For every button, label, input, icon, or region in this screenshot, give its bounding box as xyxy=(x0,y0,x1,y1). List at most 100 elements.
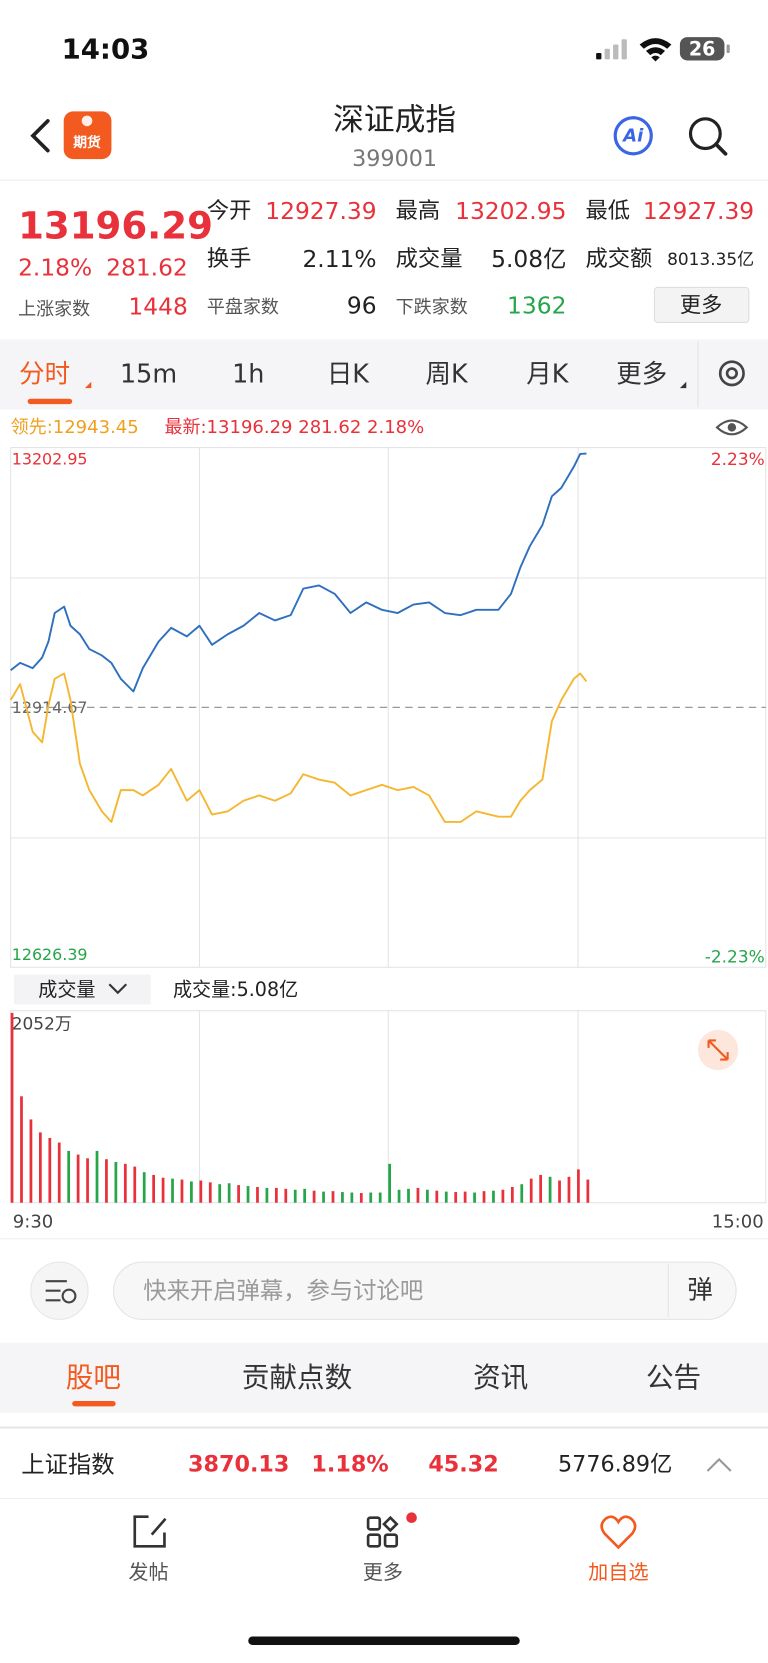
volume-bar xyxy=(265,1187,269,1203)
expand-ticker[interactable] xyxy=(706,1457,732,1472)
stat-value: 8013.35亿 xyxy=(667,249,754,269)
content-tab[interactable]: 资讯 xyxy=(473,1361,528,1394)
content-tab[interactable]: 公告 xyxy=(646,1361,701,1394)
volume-bar xyxy=(114,1161,118,1203)
volume-bar xyxy=(397,1189,401,1203)
stat-value: 13202.95 xyxy=(455,197,566,225)
index-code: 399001 xyxy=(352,146,437,172)
toolbar-label[interactable]: 发帖 xyxy=(128,1560,168,1584)
period-tab[interactable]: 日K xyxy=(327,359,370,389)
price-line xyxy=(10,452,587,693)
eye-icon[interactable] xyxy=(715,419,749,436)
post-icon[interactable] xyxy=(133,1515,167,1548)
change: 281.62 xyxy=(106,253,188,281)
stat-value: 12927.39 xyxy=(265,197,376,225)
back-button[interactable] xyxy=(30,119,50,153)
eye-pupil xyxy=(727,423,737,432)
lead-line xyxy=(9,672,588,823)
volume-selector-label[interactable]: 成交量 xyxy=(38,978,95,1001)
volume-bar xyxy=(435,1190,439,1203)
volume-bar xyxy=(86,1158,89,1203)
volume-bar xyxy=(95,1150,99,1203)
volume-bar xyxy=(303,1188,307,1203)
volume-bar xyxy=(180,1179,184,1203)
volume-bar xyxy=(199,1180,203,1203)
volume-bar xyxy=(444,1191,448,1203)
settings-button[interactable] xyxy=(718,360,745,387)
volume-bar xyxy=(171,1178,174,1203)
battery-level: 26 xyxy=(689,37,716,60)
volume-bar xyxy=(322,1191,325,1203)
volume-bar xyxy=(567,1176,571,1203)
volume-bar xyxy=(331,1191,335,1203)
comment-input[interactable] xyxy=(113,1261,737,1320)
volume-bar xyxy=(246,1186,250,1203)
ticker-change-pct: 1.18% xyxy=(311,1452,388,1478)
period-tab[interactable]: 更多 xyxy=(616,359,667,389)
volume-total: 成交量:5.08亿 xyxy=(173,978,298,1001)
ai-button[interactable] xyxy=(613,116,653,156)
content-tab[interactable]: 股吧 xyxy=(66,1361,121,1394)
content-tab[interactable]: 贡献点数 xyxy=(242,1361,352,1394)
stat-value: 2.11% xyxy=(302,245,376,273)
volume-bar xyxy=(57,1142,61,1203)
stat-label: 下跌家数 xyxy=(396,297,468,318)
danmu-icon-dot xyxy=(61,1288,77,1304)
volume-bar xyxy=(341,1192,344,1203)
period-tab[interactable]: 月K xyxy=(526,359,569,389)
volume-bar xyxy=(454,1192,458,1203)
volume-bar xyxy=(237,1185,240,1203)
ai-label: Ai xyxy=(621,125,644,146)
tab-caret xyxy=(84,381,92,389)
volume-bar xyxy=(482,1191,486,1203)
volume-bar xyxy=(492,1190,495,1203)
stat-value: 5.08亿 xyxy=(491,245,566,273)
y2-tick-label: -2.23% xyxy=(705,947,765,967)
volume-bar xyxy=(577,1169,580,1203)
volume-bar xyxy=(520,1184,524,1203)
y-tick-label: 12914.67 xyxy=(12,698,88,717)
stat-label: 最高 xyxy=(396,198,441,224)
tab-caret xyxy=(679,381,687,389)
volume-bar xyxy=(208,1182,212,1203)
period-tab[interactable]: 1h xyxy=(232,359,264,389)
y-tick-label: 12626.39 xyxy=(12,945,88,964)
volume-bar xyxy=(312,1190,316,1203)
comment-placeholder[interactable]: 快来开启弹幕，参与讨论吧 xyxy=(143,1277,423,1305)
toolbar-label[interactable]: 加自选 xyxy=(588,1560,648,1584)
volume-selector[interactable] xyxy=(13,974,151,1005)
ticker-bar[interactable] xyxy=(0,1426,768,1499)
more-icon[interactable] xyxy=(366,1515,399,1548)
stat-label: 平盘家数 xyxy=(207,297,279,318)
period-tab[interactable]: 周K xyxy=(426,359,469,389)
period-tab[interactable]: 15m xyxy=(120,359,177,389)
danmu-icon xyxy=(45,1280,67,1302)
stat-label: 今开 xyxy=(207,198,252,224)
ticker-price: 3870.13 xyxy=(188,1452,289,1478)
period-tab[interactable]: 分时 xyxy=(19,359,70,389)
danmu-button[interactable]: 弹 xyxy=(687,1276,712,1306)
badge-label: 期货 xyxy=(73,134,101,151)
volume-bar xyxy=(48,1137,52,1203)
search-button[interactable] xyxy=(688,117,722,151)
volume-bar xyxy=(227,1183,231,1203)
more-button[interactable] xyxy=(653,286,750,323)
volume-bar xyxy=(359,1192,363,1203)
favorite-icon[interactable] xyxy=(600,1515,637,1550)
up-label: 上涨家数 xyxy=(18,299,90,320)
stat-label: 最低 xyxy=(586,198,631,224)
y2-tick-label: 2.23% xyxy=(711,449,765,469)
volume-bar xyxy=(29,1119,33,1203)
stat-label: 换手 xyxy=(207,246,252,272)
volume-bar xyxy=(256,1186,259,1203)
y-tick-label: 13202.95 xyxy=(12,450,88,469)
stat-label: 成交量 xyxy=(396,246,463,272)
ticker-amount: 5776.89亿 xyxy=(558,1452,672,1478)
volume-bar xyxy=(463,1191,467,1203)
app-badge[interactable] xyxy=(63,111,112,160)
volume-bar xyxy=(388,1163,391,1203)
toolbar-label[interactable]: 更多 xyxy=(363,1560,403,1584)
volume-bar xyxy=(10,1012,14,1203)
volume-bar xyxy=(378,1192,382,1203)
